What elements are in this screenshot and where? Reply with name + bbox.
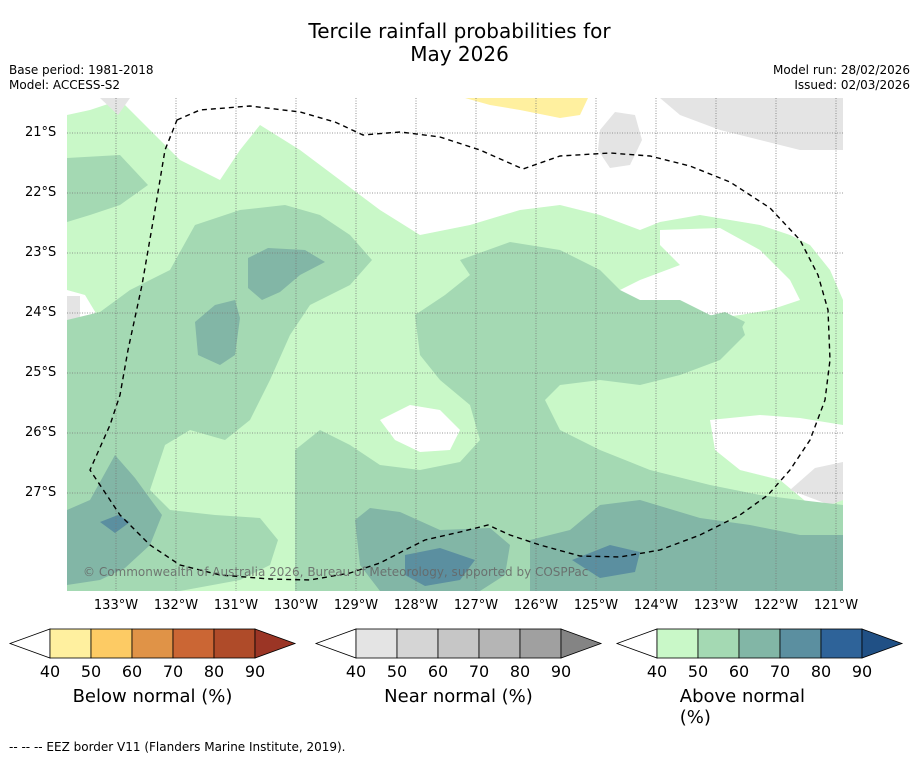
colorbar-over-triangle [560,628,603,659]
no-dominant-region-mid [380,405,460,452]
colorbar-title: Near normal (%) [384,686,533,707]
colorbar-tick-label: 50 [687,662,709,681]
longitude-label: 130°W [273,598,319,613]
colorbar-segment [49,628,92,659]
latitude-label: 26°S [25,425,57,440]
colorbar-segment [779,628,822,659]
latitude-label: 21°S [25,125,57,140]
longitude-label: 125°W [573,598,619,613]
colorbar-segment [697,628,740,659]
colorbars-group [8,628,904,659]
colorbar-tick-label: 50 [80,662,102,681]
longitude-label: 123°W [693,598,739,613]
longitude-label: 132°W [153,598,199,613]
longitude-label: 127°W [453,598,499,613]
longitude-label: 131°W [213,598,259,613]
longitude-label: 124°W [633,598,679,613]
near-normal-40-50-region-se [790,462,843,505]
model-run-text: Model run: 28/02/2026 [772,63,910,77]
latitude-label: 22°S [25,185,57,200]
colorbar-title: Above normal (%) [679,686,806,728]
near-normal-40-50-region-northeast [660,98,843,150]
above-normal-70-80-region-w [100,515,130,533]
colorbar-under-triangle [8,628,51,659]
colorbar-tick-label: 40 [345,662,367,681]
latitude-label: 27°S [25,485,57,500]
longitude-label: 126°W [513,598,559,613]
latitude-label: 23°S [25,245,57,260]
below-normal-40-50-region [465,98,588,118]
colorbar-tick-label: 70 [769,662,791,681]
colorbar-tick-label: 90 [244,662,266,681]
no-dominant-region-north [67,98,843,300]
above-normal-60-70-region-north [248,248,325,300]
model-text: Model: ACCESS-S2 [9,78,121,92]
issued-text: Issued: 02/03/2026 [794,78,910,92]
colorbar-tick-label: 90 [851,662,873,681]
latitude-label: 24°S [25,305,57,320]
copyright-text: © Commonwealth of Australia 2026, Bureau… [83,565,589,579]
above-normal-50-60-region-east [670,312,745,350]
longitude-label: 129°W [333,598,379,613]
colorbar-tick-label: 80 [509,662,531,681]
eez-border-line [89,105,831,581]
colorbar-tick-label: 60 [427,662,449,681]
eez-footer-note: -- -- -- EEZ border V11 (Flanders Marine… [9,740,346,754]
colorbar-segment [478,628,521,659]
colorbar-segment [437,628,480,659]
colorbar-segment [90,628,133,659]
colorbar-title: Below normal (%) [72,686,233,707]
colorbar-under-triangle [314,628,357,659]
colorbar-tick-label: 40 [39,662,61,681]
base-period-text: Base period: 1981-2018 [9,63,154,77]
colorbar-segment [355,628,398,659]
longitude-label: 128°W [393,598,439,613]
chart-title-line2: May 2026 [410,42,509,66]
colorbar-segment [131,628,174,659]
colorbar-tick-label: 40 [646,662,668,681]
colorbar-over-triangle [254,628,297,659]
above-normal-50-60-region-nw [67,155,148,222]
colorbar-segment [396,628,439,659]
colorbar-under-triangle [615,628,658,659]
above-normal-70-80-region-se [572,545,640,578]
latitude-label: 25°S [25,365,57,380]
colorbar-tick-label: 50 [386,662,408,681]
colorbar-tick-label: 80 [810,662,832,681]
above-normal-60-70-region-west [195,300,240,365]
map-area [67,98,843,591]
colorbar-segment [738,628,781,659]
longitude-label: 121°W [813,598,859,613]
colorbar-over-triangle [861,628,904,659]
chart-title-line1: Tercile rainfall probabilities for [308,19,611,43]
colorbar-segment [820,628,863,659]
colorbar-segment [213,628,256,659]
colorbar-segment [519,628,562,659]
colorbar-tick-label: 90 [550,662,572,681]
near-normal-40-50-region-w [67,296,80,320]
colorbar-tick-label: 70 [162,662,184,681]
colorbar-segment [172,628,215,659]
colorbar-tick-label: 80 [203,662,225,681]
colorbar-tick-label: 60 [728,662,750,681]
longitude-label: 122°W [753,598,799,613]
longitude-label: 133°W [93,598,139,613]
colorbar-segment [656,628,699,659]
above-normal-70-80-region-s [405,548,475,586]
colorbar-tick-label: 60 [121,662,143,681]
colorbar-tick-label: 70 [468,662,490,681]
near-normal-40-50-region-nw [100,98,130,115]
